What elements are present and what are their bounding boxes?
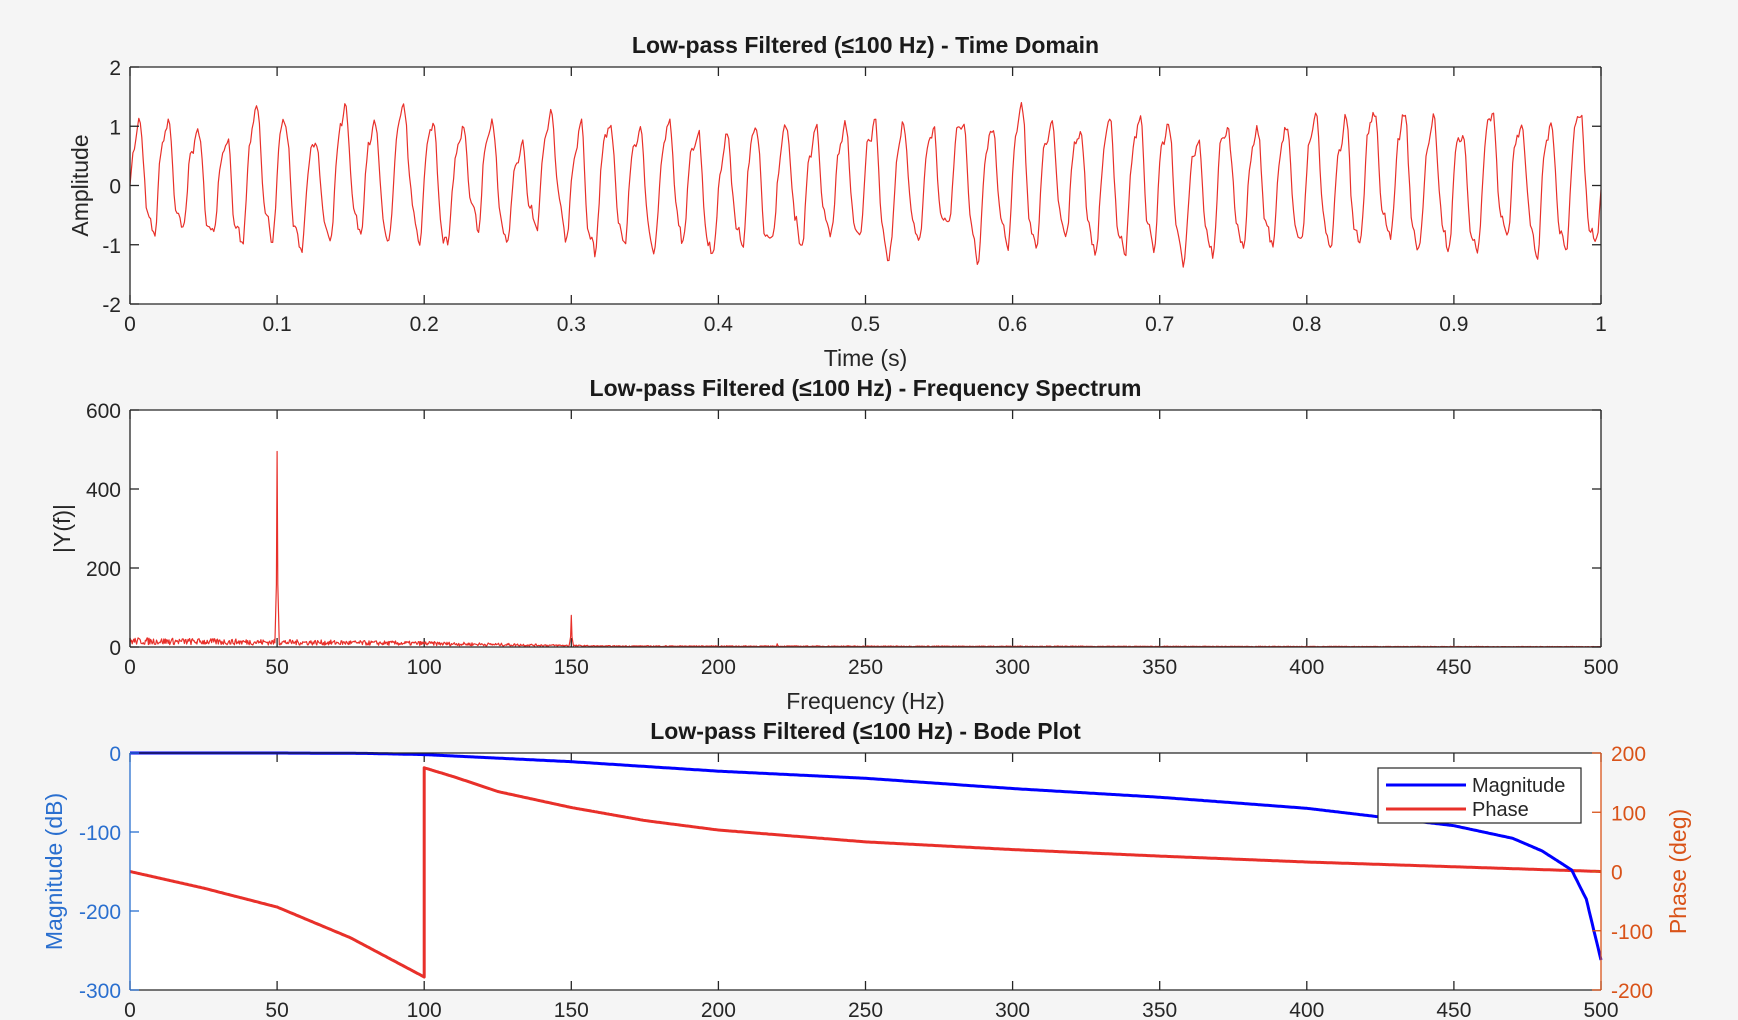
y-tick-label: 0 bbox=[109, 176, 121, 199]
y-tick-label: 200 bbox=[1611, 743, 1646, 766]
y-tick-label: -100 bbox=[79, 822, 121, 845]
x-tick-label: 0.1 bbox=[262, 313, 291, 336]
x-tick-label: 1 bbox=[1595, 313, 1607, 336]
x-tick-label: 400 bbox=[1289, 999, 1324, 1020]
plot-area bbox=[130, 410, 1601, 647]
x-tick-label: 0.3 bbox=[557, 313, 586, 336]
chart-title: Low-pass Filtered (≤100 Hz) - Time Domai… bbox=[632, 32, 1099, 58]
x-tick-label: 50 bbox=[265, 999, 288, 1020]
y-tick-label: 100 bbox=[1611, 802, 1646, 825]
x-tick-label: 0.5 bbox=[851, 313, 880, 336]
x-tick-label: 0.4 bbox=[704, 313, 734, 336]
legend-box bbox=[1377, 767, 1582, 824]
x-tick-label: 350 bbox=[1142, 656, 1177, 679]
y-tick-label: -200 bbox=[1611, 980, 1653, 1003]
x-tick-label: 0 bbox=[124, 313, 136, 336]
signal-line bbox=[129, 101, 1602, 268]
x-tick-label: 0 bbox=[124, 999, 136, 1020]
y-tick-label: -300 bbox=[79, 980, 121, 1003]
x-axis-label: Time (s) bbox=[824, 345, 907, 371]
x-axis-label: Frequency (Hz) bbox=[786, 688, 944, 714]
legend-entry: Phase bbox=[1472, 799, 1529, 821]
x-tick-label: 250 bbox=[848, 999, 883, 1020]
x-tick-label: 200 bbox=[701, 656, 736, 679]
y-tick-label: 200 bbox=[86, 558, 121, 581]
bode-chart: 0 50 100 150 200 250 300 350 400 450 500 Low-pass F… bbox=[41, 718, 1691, 1020]
y-tick-label: 2 bbox=[109, 57, 121, 80]
y-tick-label: -2 bbox=[102, 294, 121, 317]
x-tick-label: 500 bbox=[1583, 656, 1618, 679]
y-axis-label: Magnitude (dB) bbox=[41, 793, 67, 950]
x-tick-label: 350 bbox=[1142, 999, 1177, 1020]
chart-title: Low-pass Filtered (≤100 Hz) - Frequency … bbox=[590, 375, 1142, 401]
y-tick-label: -200 bbox=[79, 901, 121, 924]
y-tick-label: 0 bbox=[109, 637, 121, 660]
y-tick-label: 0 bbox=[109, 743, 121, 766]
time-domain-chart: 0 0.1 0.2 0.3 0.4 0.5 0.6 0.7 0.8 0.9 1 Low-pass Fi… bbox=[67, 32, 1607, 371]
x-tick-label: 400 bbox=[1289, 656, 1324, 679]
x-tick-label: 100 bbox=[407, 656, 442, 679]
x-tick-label: 0.6 bbox=[998, 313, 1027, 336]
x-tick-label: 150 bbox=[554, 999, 589, 1020]
y-tick-label: 400 bbox=[86, 479, 121, 502]
x-tick-label: 200 bbox=[701, 999, 736, 1020]
y-tick-label: -1 bbox=[102, 235, 121, 258]
x-tick-label: 150 bbox=[554, 656, 589, 679]
y-tick-label: 0 bbox=[1611, 862, 1623, 885]
y-tick-label: -100 bbox=[1611, 921, 1653, 944]
x-tick-label: 0.9 bbox=[1439, 313, 1468, 336]
x-tick-label: 500 bbox=[1583, 999, 1618, 1020]
x-tick-label: 300 bbox=[995, 656, 1030, 679]
legend-entry: Magnitude bbox=[1472, 775, 1565, 797]
x-tick-label: 0.2 bbox=[410, 313, 439, 336]
plot-area bbox=[130, 67, 1601, 304]
chart-title: Low-pass Filtered (≤100 Hz) - Bode Plot bbox=[650, 718, 1081, 744]
x-tick-label: 450 bbox=[1436, 999, 1471, 1020]
phase-line bbox=[129, 766, 1601, 979]
spectrum-chart: 0 50 100 150 200 250 300 350 400 450 500 Low-pass F… bbox=[49, 375, 1619, 714]
x-tick-label: 0.8 bbox=[1292, 313, 1321, 336]
y-axis-label: Amplitude bbox=[67, 134, 93, 236]
y-axis-label: Phase (deg) bbox=[1665, 809, 1691, 934]
x-tick-label: 300 bbox=[995, 999, 1030, 1020]
y-tick-label: 1 bbox=[109, 116, 121, 139]
x-tick-label: 100 bbox=[407, 999, 442, 1020]
x-tick-label: 450 bbox=[1436, 656, 1471, 679]
x-tick-label: 50 bbox=[265, 656, 288, 679]
x-tick-label: 0.7 bbox=[1145, 313, 1174, 336]
x-tick-label: 0 bbox=[124, 656, 136, 679]
x-tick-label: 250 bbox=[848, 656, 883, 679]
y-tick-label: 600 bbox=[86, 400, 121, 423]
y-axis-label: |Y(f)| bbox=[49, 504, 75, 553]
